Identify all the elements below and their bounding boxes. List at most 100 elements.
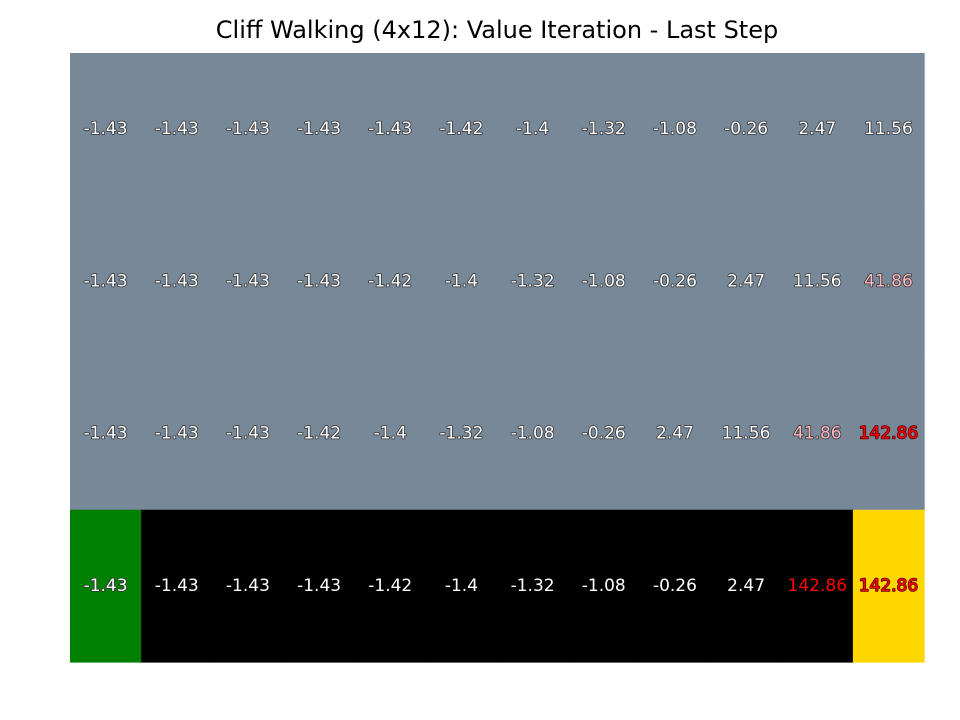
state-cell-r1-c3	[283, 205, 356, 359]
value-label-r2-c9: 11.56	[722, 424, 771, 444]
state-cell-r0-c9	[710, 53, 783, 206]
value-label-r3-c11: 142.86	[859, 576, 918, 596]
state-cell-r2-c3	[283, 357, 356, 511]
value-label-r2-c4: -1.4	[374, 424, 407, 444]
state-cell-r2-c4	[354, 357, 427, 511]
state-cell-r2-c10	[781, 357, 854, 511]
value-label-r3-c7: -1.08	[582, 576, 626, 596]
state-cell-r1-c1	[141, 205, 213, 359]
state-cell-r0-c4	[354, 53, 427, 206]
value-label-r0-c7: -1.32	[582, 119, 626, 139]
value-label-r3-c5: -1.4	[445, 576, 478, 596]
state-cell-r0-c5	[425, 53, 498, 206]
state-cell-r0-c6	[497, 53, 569, 206]
value-label-r1-c6: -1.32	[511, 271, 555, 291]
state-cell-r0-c11	[852, 53, 925, 206]
cliff-cell-r3-c10	[781, 509, 854, 663]
value-label-r1-c7: -1.08	[582, 271, 626, 291]
state-cell-r1-c6	[497, 205, 569, 359]
state-cell-r1-c11	[852, 205, 925, 359]
cells-layer	[70, 53, 925, 663]
value-label-r2-c10: 41.86	[793, 424, 842, 444]
state-cell-r1-c5	[425, 205, 498, 359]
state-cell-r1-c0	[70, 205, 142, 359]
state-cell-r0-c7	[568, 53, 640, 206]
value-label-r3-c0: -1.43	[84, 576, 128, 596]
state-cell-r2-c5	[425, 357, 498, 511]
value-label-r0-c10: 2.47	[798, 119, 836, 139]
value-label-r1-c8: -0.26	[653, 271, 697, 291]
value-label-r1-c11: 41.86	[864, 271, 913, 291]
state-cell-r0-c0	[70, 53, 142, 206]
value-label-r3-c6: -1.32	[511, 576, 555, 596]
value-label-r3-c9: 2.47	[727, 576, 765, 596]
state-cell-r2-c6	[497, 357, 569, 511]
state-cell-r0-c8	[639, 53, 712, 206]
value-label-r0-c3: -1.43	[297, 119, 341, 139]
state-cell-r1-c7	[568, 205, 640, 359]
value-label-r2-c0: -1.43	[84, 424, 128, 444]
value-label-r1-c10: 11.56	[793, 271, 842, 291]
state-cell-r0-c2	[212, 53, 285, 206]
cliff-cell-r3-c8	[639, 509, 712, 663]
state-cell-r2-c7	[568, 357, 640, 511]
value-label-r0-c6: -1.4	[516, 119, 549, 139]
value-label-r0-c4: -1.43	[368, 119, 412, 139]
state-cell-r1-c10	[781, 205, 854, 359]
goal-cell-r3-c11	[852, 509, 925, 663]
value-label-r1-c9: 2.47	[727, 271, 765, 291]
cliff-cell-r3-c5	[425, 509, 498, 663]
value-label-r2-c3: -1.42	[297, 424, 341, 444]
value-label-r0-c11: 11.56	[864, 119, 913, 139]
value-label-r2-c6: -1.08	[511, 424, 555, 444]
value-label-r3-c4: -1.42	[368, 576, 412, 596]
state-cell-r2-c9	[710, 357, 783, 511]
cliff-cell-r3-c4	[354, 509, 427, 663]
value-label-r2-c7: -0.26	[582, 424, 626, 444]
value-label-r2-c8: 2.47	[656, 424, 694, 444]
state-cell-r2-c1	[141, 357, 213, 511]
value-label-r3-c8: -0.26	[653, 576, 697, 596]
cliff-cell-r3-c1	[141, 509, 213, 663]
state-cell-r2-c11	[852, 357, 925, 511]
state-cell-r0-c10	[781, 53, 854, 206]
value-label-r1-c4: -1.42	[368, 271, 412, 291]
value-label-r1-c3: -1.43	[297, 271, 341, 291]
value-label-r0-c1: -1.43	[155, 119, 199, 139]
value-label-r0-c8: -1.08	[653, 119, 697, 139]
state-cell-r0-c3	[283, 53, 356, 206]
value-label-r0-c9: -0.26	[724, 119, 768, 139]
state-cell-r2-c2	[212, 357, 285, 511]
value-label-r0-c5: -1.42	[439, 119, 483, 139]
value-label-r2-c2: -1.43	[226, 424, 270, 444]
value-label-r1-c5: -1.4	[445, 271, 478, 291]
value-label-r1-c2: -1.43	[226, 271, 270, 291]
state-cell-r2-c8	[639, 357, 712, 511]
value-label-r3-c10: 142.86	[788, 576, 847, 596]
labels-layer: -1.43 -1.43 -1.43 -1.43 -1.43 -1.42 -1.4 -1.32 -…	[83, 118, 919, 596]
value-label-r2-c5: -1.32	[439, 424, 483, 444]
cliff-cell-r3-c2	[212, 509, 285, 663]
state-cell-r1-c9	[710, 205, 783, 359]
value-label-r1-c0: -1.43	[84, 271, 128, 291]
value-label-r3-c2: -1.43	[226, 576, 270, 596]
cliff-cell-r3-c6	[497, 509, 569, 663]
start-cell-r3-c0	[70, 509, 142, 663]
value-label-r3-c1: -1.43	[155, 576, 199, 596]
state-cell-r1-c2	[212, 205, 285, 359]
state-cell-r0-c1	[141, 53, 213, 206]
value-label-r2-c1: -1.43	[155, 424, 199, 444]
cliff-cell-r3-c7	[568, 509, 640, 663]
value-label-r1-c1: -1.43	[155, 271, 199, 291]
chart-title: Cliff Walking (4x12): Value Iteration - …	[215, 16, 779, 44]
value-label-r3-c3: -1.43	[297, 576, 341, 596]
value-label-r0-c0: -1.43	[84, 119, 128, 139]
value-label-r2-c11: 142.86	[859, 424, 918, 444]
cliff-cell-r3-c9	[710, 509, 783, 663]
state-cell-r1-c4	[354, 205, 427, 359]
state-cell-r2-c0	[70, 357, 142, 511]
value-label-r0-c2: -1.43	[226, 119, 270, 139]
cliff-cell-r3-c3	[283, 509, 356, 663]
state-cell-r1-c8	[639, 205, 712, 359]
